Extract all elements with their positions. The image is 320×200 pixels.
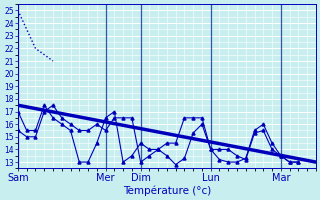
X-axis label: Température (°c): Température (°c) [123,185,211,196]
